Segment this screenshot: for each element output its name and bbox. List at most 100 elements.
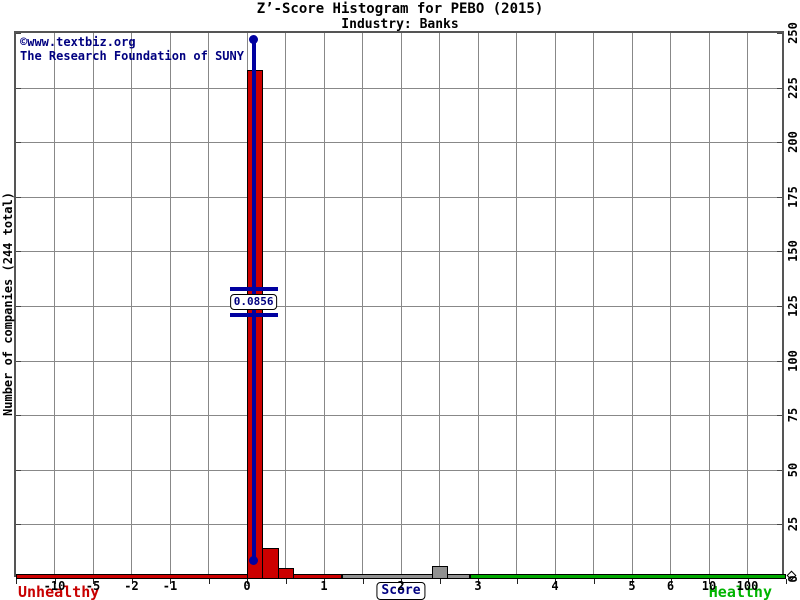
gridline-vertical xyxy=(708,33,710,575)
y-tick-mark xyxy=(16,415,21,417)
x-axis-title-score: Score xyxy=(376,582,426,600)
gridline-vertical xyxy=(54,33,55,575)
gridline-horizontal xyxy=(16,306,782,307)
x-tick-mark xyxy=(786,579,787,584)
y-tick-mark xyxy=(777,360,782,362)
x-tick-mark xyxy=(593,579,595,584)
gridline-vertical xyxy=(439,33,440,575)
x-tick-mark xyxy=(208,579,210,584)
y-tick-mark xyxy=(16,33,21,34)
healthy-label: Healthy xyxy=(708,583,772,600)
x-tick-label: -1 xyxy=(162,579,178,593)
x-tick-mark xyxy=(632,579,633,584)
x-tick-label: 1 xyxy=(320,579,328,593)
histogram-bar xyxy=(431,565,449,579)
gridline-horizontal xyxy=(16,469,782,471)
y-tick-mark xyxy=(777,524,782,526)
x-tick-label: 6 xyxy=(666,579,675,593)
x-tick-mark xyxy=(93,579,94,584)
gridline-vertical xyxy=(593,33,594,575)
zone-strip-healthy xyxy=(470,574,786,579)
y-tick-label: 125 xyxy=(786,295,800,317)
watermark-line1: ©www.textbiz.org xyxy=(20,35,136,49)
histogram-bar xyxy=(262,548,279,579)
x-tick-mark xyxy=(285,579,287,584)
gridline-vertical xyxy=(323,33,325,575)
y-tick-mark xyxy=(777,87,782,89)
y-tick-mark xyxy=(777,306,782,307)
gridline-horizontal xyxy=(16,251,782,253)
y-tick-mark xyxy=(16,469,21,471)
gridline-horizontal xyxy=(16,142,782,144)
y-tick-label: 50 xyxy=(786,462,800,478)
marker-crossbar-top xyxy=(229,287,278,291)
y-tick-mark xyxy=(777,415,782,417)
zone-strip-grey xyxy=(341,574,471,579)
y-tick-mark xyxy=(16,360,21,362)
x-tick-mark xyxy=(555,579,556,584)
gridline-horizontal xyxy=(16,196,782,198)
y-tick-label: 75 xyxy=(786,407,800,423)
y-tick-mark xyxy=(777,196,782,198)
x-tick-mark xyxy=(247,579,248,584)
watermark: ©www.textbiz.org The Research Foundation… xyxy=(20,35,244,63)
marker-value-label: 0.0856 xyxy=(229,294,278,310)
x-tick-label: 5 xyxy=(628,579,636,593)
y-tick-mark xyxy=(777,142,782,144)
x-tick-label: 100 xyxy=(736,579,759,593)
gridline-vertical xyxy=(169,33,171,575)
x-tick-label: 0 xyxy=(243,579,251,593)
x-tick-mark xyxy=(324,579,325,584)
x-tick-mark xyxy=(54,579,56,584)
gridline-vertical xyxy=(747,33,748,575)
y-tick-mark xyxy=(16,196,21,198)
x-tick-label: 10 xyxy=(701,579,717,593)
x-tick-mark xyxy=(16,579,17,584)
x-tick-label: 3 xyxy=(474,579,482,593)
x-tick-mark xyxy=(709,579,710,584)
y-tick-label: 175 xyxy=(786,185,800,208)
gridline-vertical xyxy=(516,33,517,575)
y-tick-label: 250 xyxy=(786,22,800,44)
x-tick-mark xyxy=(747,579,749,584)
gridline-vertical xyxy=(131,33,132,575)
x-tick-mark xyxy=(131,579,133,584)
y-tick-label: 225 xyxy=(786,76,800,99)
x-tick-mark xyxy=(362,579,364,584)
x-tick-mark xyxy=(170,579,171,584)
gridline-vertical xyxy=(554,33,556,575)
gridline-vertical xyxy=(477,33,479,575)
x-tick-label: -2 xyxy=(124,579,139,593)
y-tick-label: 200 xyxy=(786,131,800,154)
x-tick-mark xyxy=(439,579,441,584)
watermark-line2: The Research Foundation of SUNY xyxy=(20,49,244,63)
y-tick-label: 25 xyxy=(786,517,800,532)
y-tick-mark xyxy=(16,306,21,307)
gridline-horizontal xyxy=(16,524,782,526)
gridline-vertical xyxy=(92,33,94,575)
y-axis-title: Number of companies (244 total) xyxy=(1,192,15,416)
zone-strip-unhealthy xyxy=(16,574,342,579)
y-tick-mark xyxy=(16,142,21,144)
gridline-horizontal xyxy=(16,360,782,362)
x-tick-mark xyxy=(401,579,402,584)
x-tick-mark xyxy=(478,579,479,584)
gridline-vertical xyxy=(362,33,363,575)
gridline-vertical xyxy=(208,33,209,575)
histogram-bar xyxy=(277,568,295,579)
y-tick-mark xyxy=(16,87,21,89)
x-tick-label: 2 xyxy=(397,579,405,593)
marker-bottom-dot xyxy=(249,556,259,565)
y-tick-label: 0 xyxy=(786,575,800,583)
gridline-horizontal xyxy=(16,87,782,89)
gridline-vertical xyxy=(285,33,286,575)
gridline-vertical xyxy=(670,33,671,575)
y-tick-mark xyxy=(777,469,782,471)
x-tick-label: -10 xyxy=(43,579,66,593)
unhealthy-label: Unhealthy xyxy=(18,583,100,600)
y-tick-label: 100 xyxy=(786,349,800,372)
gridline-vertical xyxy=(400,33,402,575)
x-tick-label: -5 xyxy=(85,579,101,593)
y-tick-mark xyxy=(777,251,782,253)
